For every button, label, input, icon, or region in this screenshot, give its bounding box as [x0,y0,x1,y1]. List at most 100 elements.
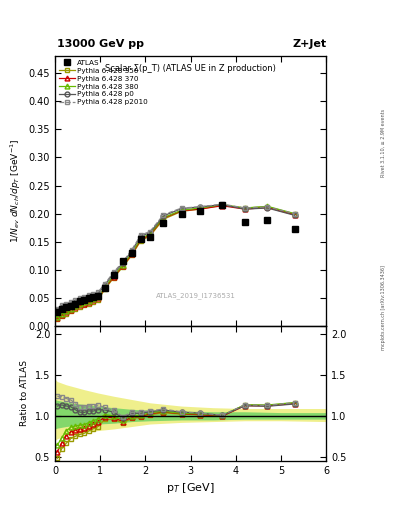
Pythia 6.428 350 [68,308,73,314]
Pythia 6.428 p2010 [265,204,270,210]
Pythia 6.428 p2010 [139,232,143,238]
Pythia 6.428 p0 [112,270,116,276]
Pythia 6.428 370 [220,203,225,209]
Pythia 6.428 370 [95,295,100,302]
Pythia 6.428 350 [77,304,82,310]
Pythia 6.428 p0 [59,304,64,310]
Y-axis label: Ratio to ATLAS: Ratio to ATLAS [20,360,29,426]
Line: Pythia 6.428 p0: Pythia 6.428 p0 [55,202,297,313]
Pythia 6.428 370 [265,204,270,210]
Pythia 6.428 380 [91,296,96,302]
Pythia 6.428 370 [130,251,134,257]
Pythia 6.428 380 [148,231,152,237]
Pythia 6.428 p2010 [91,291,96,297]
Pythia 6.428 350 [86,301,91,307]
Pythia 6.428 380 [220,202,225,208]
Pythia 6.428 350 [292,211,297,217]
Line: Pythia 6.428 p2010: Pythia 6.428 p2010 [55,202,297,311]
Pythia 6.428 370 [292,211,297,218]
Pythia 6.428 p2010 [86,292,91,298]
X-axis label: p$_T$ [GeV]: p$_T$ [GeV] [166,481,215,495]
Pythia 6.428 350 [139,238,143,244]
Pythia 6.428 p0 [64,302,69,308]
Pythia 6.428 380 [59,311,64,317]
ATLAS [130,250,134,256]
Pythia 6.428 380 [197,205,202,211]
Pythia 6.428 p2010 [82,294,87,300]
ATLAS [265,217,270,223]
ATLAS [112,272,116,279]
Pythia 6.428 370 [77,302,82,308]
Pythia 6.428 p2010 [292,210,297,217]
Pythia 6.428 p0 [197,204,202,210]
ATLAS [139,236,143,242]
Pythia 6.428 350 [55,316,60,323]
Line: ATLAS: ATLAS [54,202,298,315]
Pythia 6.428 350 [148,233,152,239]
Pythia 6.428 350 [242,205,247,211]
Pythia 6.428 p2010 [73,297,78,303]
Pythia 6.428 p2010 [161,211,166,218]
Pythia 6.428 370 [139,237,143,243]
Text: Scalar Σ(p_T) (ATLAS UE in Z production): Scalar Σ(p_T) (ATLAS UE in Z production) [105,65,276,73]
Pythia 6.428 p0 [292,212,297,219]
Pythia 6.428 350 [73,306,78,312]
Pythia 6.428 p2010 [120,259,125,265]
Pythia 6.428 380 [120,262,125,268]
Pythia 6.428 p2010 [197,204,202,210]
Pythia 6.428 380 [130,250,134,256]
ATLAS [148,234,152,240]
Pythia 6.428 p0 [265,205,270,211]
Pythia 6.428 p0 [242,206,247,212]
Text: Z+Jet: Z+Jet [292,39,326,49]
Pythia 6.428 350 [161,216,166,222]
Pythia 6.428 370 [102,285,107,291]
Pythia 6.428 p2010 [64,301,69,307]
Pythia 6.428 p2010 [242,205,247,211]
Pythia 6.428 350 [112,274,116,281]
Pythia 6.428 380 [112,272,116,279]
Pythia 6.428 350 [59,313,64,319]
Pythia 6.428 370 [55,315,60,321]
Pythia 6.428 350 [220,202,225,208]
ATLAS [55,309,60,315]
Pythia 6.428 380 [161,215,166,221]
Pythia 6.428 380 [179,207,184,214]
ATLAS [95,293,100,300]
Line: Pythia 6.428 350: Pythia 6.428 350 [55,203,297,322]
Pythia 6.428 p2010 [68,298,73,305]
Pythia 6.428 370 [82,301,87,307]
ATLAS [82,296,87,303]
Pythia 6.428 350 [64,311,69,317]
Pythia 6.428 370 [73,304,78,310]
Pythia 6.428 p0 [86,294,91,300]
Legend: ATLAS, Pythia 6.428 350, Pythia 6.428 370, Pythia 6.428 380, Pythia 6.428 p0, Py: ATLAS, Pythia 6.428 350, Pythia 6.428 37… [57,58,150,106]
Pythia 6.428 380 [64,308,69,314]
Pythia 6.428 370 [86,298,91,305]
Pythia 6.428 p2010 [148,228,152,234]
Pythia 6.428 p2010 [59,302,64,308]
ATLAS [91,294,96,301]
Pythia 6.428 380 [95,294,100,301]
Pythia 6.428 370 [120,263,125,269]
Pythia 6.428 380 [139,236,143,242]
ATLAS [242,219,247,225]
Pythia 6.428 350 [265,204,270,210]
ATLAS [59,306,64,312]
Pythia 6.428 380 [73,303,78,309]
Pythia 6.428 370 [161,215,166,221]
Pythia 6.428 350 [102,286,107,292]
Pythia 6.428 380 [242,205,247,211]
Line: Pythia 6.428 380: Pythia 6.428 380 [55,202,297,319]
Pythia 6.428 350 [130,252,134,258]
Pythia 6.428 370 [68,307,73,313]
Pythia 6.428 p0 [120,260,125,266]
Pythia 6.428 370 [179,208,184,214]
Pythia 6.428 350 [197,206,202,212]
Pythia 6.428 p0 [95,291,100,297]
Pythia 6.428 350 [95,297,100,303]
Pythia 6.428 380 [82,300,87,306]
Pythia 6.428 p0 [55,307,60,313]
Pythia 6.428 380 [68,306,73,312]
Pythia 6.428 p2010 [179,205,184,211]
